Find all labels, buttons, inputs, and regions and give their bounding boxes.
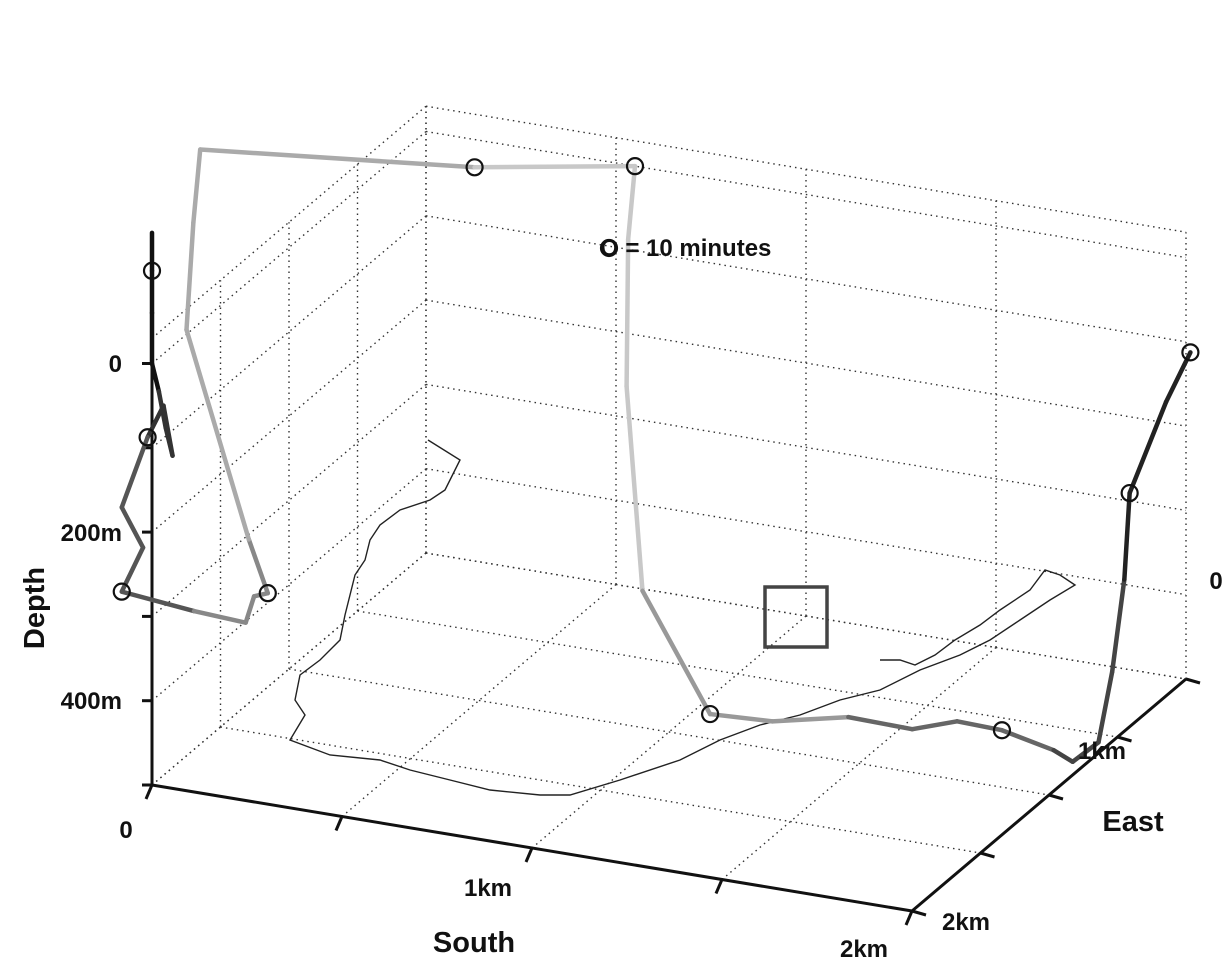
- ten-minute-marker: [142, 261, 162, 280]
- dive-track-segment: [999, 727, 1056, 753]
- grid-line: [151, 383, 427, 617]
- east-axis-title: East: [1102, 806, 1164, 838]
- grid-line: [425, 215, 1187, 343]
- grid-line: [425, 105, 1187, 233]
- ten-minute-marker: [138, 428, 157, 447]
- floor-outline-layer: [288, 439, 1077, 796]
- legend-text: O = 10 minutes: [600, 235, 771, 262]
- highlight-box: [763, 585, 829, 649]
- dive-track-segment: [145, 403, 166, 440]
- south-tick: [714, 878, 724, 895]
- east-tick-label: 1km: [1078, 738, 1126, 765]
- depth-tick-label: 400m: [61, 688, 122, 715]
- ten-minute-marker: [465, 158, 484, 177]
- east-tick: [980, 851, 995, 859]
- dive-track-segment: [910, 719, 960, 732]
- dive-track-segment: [119, 505, 146, 550]
- south-tick: [524, 847, 534, 863]
- dive-track-segment: [149, 361, 162, 394]
- grid-line: [288, 668, 1050, 796]
- east-tick: [911, 909, 927, 917]
- axis-layer: [142, 362, 1201, 926]
- dive-track-segment: [191, 608, 248, 625]
- depth-axis-title: Depth: [19, 567, 51, 649]
- south-tick-label: 2km: [840, 936, 888, 963]
- south-axis-title: South: [433, 927, 515, 959]
- dive-track-segment: [197, 147, 477, 170]
- grid-line: [425, 468, 1187, 596]
- dive-track-segment: [119, 435, 150, 510]
- south-tick: [334, 815, 344, 832]
- dive-track-segment: [625, 163, 638, 242]
- dive-track-segment: [1127, 399, 1169, 496]
- east-tick: [1048, 793, 1064, 801]
- track-layer: [119, 147, 1193, 765]
- dive-track-segment: [808, 714, 851, 722]
- grid-line: [425, 552, 1187, 680]
- legend-marker-icon: [599, 238, 619, 258]
- dive-track-segment: [1096, 669, 1115, 745]
- dive-track-segment: [1122, 490, 1132, 582]
- east-tick: [1117, 735, 1132, 743]
- dive-track-segment: [640, 588, 713, 717]
- grid-line: [357, 610, 1118, 738]
- dive-track-segment: [246, 537, 271, 596]
- ten-minute-marker: [1120, 483, 1139, 503]
- dive-track-segment: [243, 594, 257, 625]
- dive-track-segment: [472, 163, 638, 170]
- south-tick: [904, 910, 914, 926]
- south-tick-label: 0: [119, 817, 132, 844]
- dive-track-segment: [1070, 740, 1101, 765]
- ten-minute-marker: [625, 157, 645, 176]
- dive-track-segment: [1051, 747, 1075, 765]
- dive-track-segment: [707, 711, 775, 724]
- dive-track-segment: [119, 589, 197, 614]
- east-tick-label: 2km: [942, 909, 990, 936]
- dive-track-segment: [161, 403, 175, 458]
- depth-tick-label: 200m: [61, 520, 122, 547]
- east-tick-label: 0: [1209, 568, 1222, 595]
- grid-line: [425, 130, 1187, 259]
- dive-track-segment: [184, 220, 196, 332]
- grid-line: [425, 299, 1187, 427]
- dive-track-segment: [1109, 577, 1127, 674]
- dive-track-segment: [184, 327, 252, 542]
- grid-line: [425, 383, 1187, 512]
- marker-layer: [112, 157, 1200, 740]
- depth-tick-label: 0: [109, 351, 122, 378]
- dive-track-segment: [846, 714, 915, 732]
- dive-track-segment: [624, 237, 631, 389]
- seafloor-outline: [288, 439, 1077, 796]
- dive-track-segment: [624, 384, 645, 594]
- east-tick: [1185, 677, 1201, 685]
- ten-minute-marker: [700, 704, 720, 724]
- ten-minute-marker: [1181, 343, 1200, 362]
- ten-minute-marker: [258, 584, 277, 603]
- south-tick-label: 1km: [464, 875, 512, 902]
- dive-track-segment: [770, 717, 813, 724]
- south-tick: [144, 784, 154, 800]
- ten-minute-marker: [992, 721, 1012, 740]
- dive-track-segment: [1163, 350, 1193, 405]
- ten-minute-marker: [112, 582, 131, 601]
- label-layer: 0 200m 400m Depth 0 1km 2km South 0 1km …: [19, 235, 1223, 963]
- dive-track-segment: [191, 147, 203, 226]
- grid-line: [220, 726, 981, 854]
- grid-layer: [151, 105, 1187, 912]
